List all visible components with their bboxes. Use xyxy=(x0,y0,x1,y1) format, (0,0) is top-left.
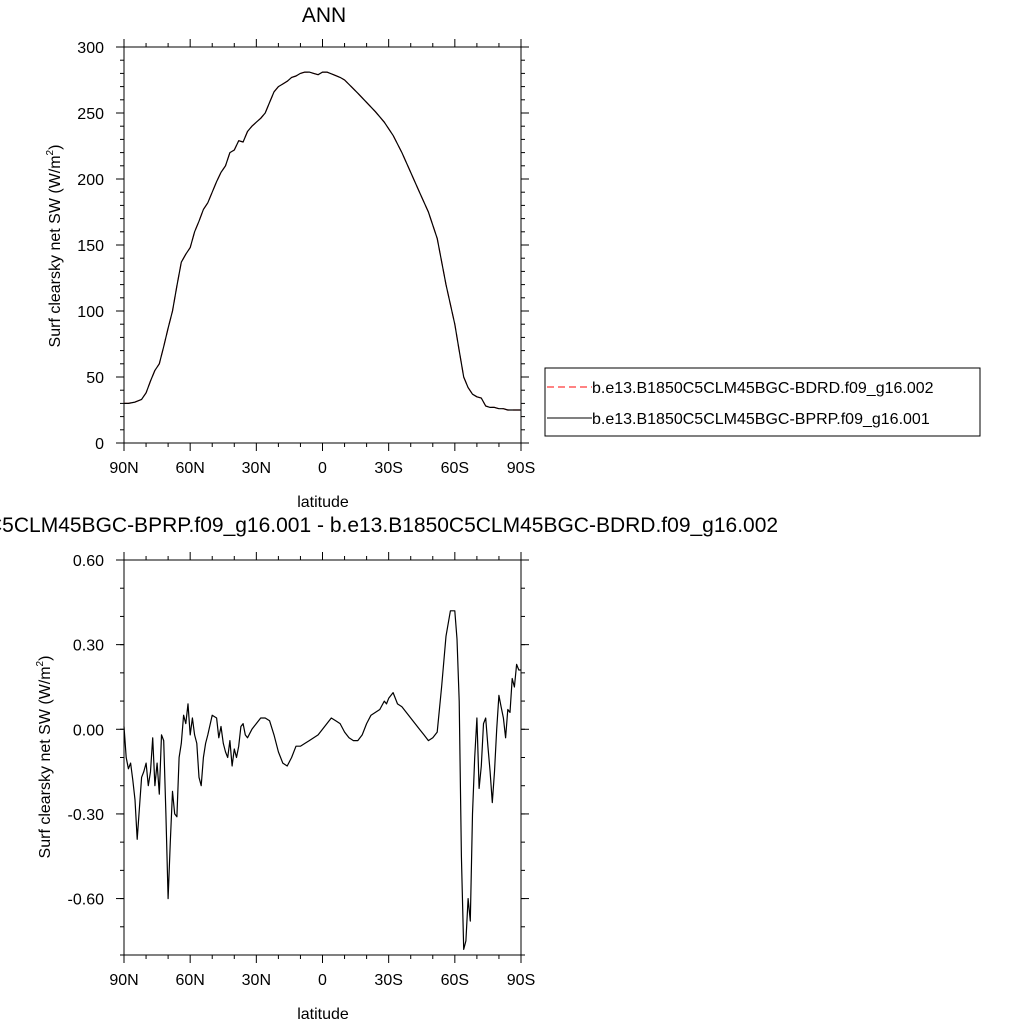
bottom-x-axis-label: latitude xyxy=(297,1006,349,1023)
top-y-tick-label: 50 xyxy=(86,370,104,387)
bottom-x-tick-label: 60N xyxy=(175,972,204,989)
legend-box xyxy=(544,367,981,437)
top-y-axis-label-main: Surf clearsky net SW (W/m xyxy=(47,155,64,347)
top-y-tick-label: 0 xyxy=(95,436,104,453)
bottom-y-tick-label: 0.60 xyxy=(73,553,104,570)
bottom-y-ticks: 0.60 0.30 0.00 -0.30 -0.60 xyxy=(68,553,529,956)
top-series-group xyxy=(124,71,521,411)
bottom-y-axis-label-superscript: 2 xyxy=(35,660,46,666)
bottom-y-tick-label: -0.60 xyxy=(68,892,105,909)
bottom-series-group xyxy=(123,610,521,951)
top-y-tick-label: 250 xyxy=(77,106,104,123)
top-x-tick-label: 30S xyxy=(374,460,402,477)
bottom-series-line-1 xyxy=(123,610,521,951)
top-x-tick-label: 90S xyxy=(507,460,535,477)
bottom-y-axis-label: Surf clearsky net SW (W/m2) xyxy=(35,656,54,859)
top-x-tick-label: 90N xyxy=(109,460,138,477)
top-y-axis-label: Surf clearsky net SW (W/m2) xyxy=(45,145,64,348)
top-series-line-1 xyxy=(124,71,521,411)
bottom-x-tick-label: 90S xyxy=(507,972,535,989)
top-x-tick-label: 60N xyxy=(175,460,204,477)
bottom-plot-frame xyxy=(123,559,522,956)
top-y-axis-label-close: ) xyxy=(47,145,64,150)
legend-label-bprp: b.e13.B1850C5CLM45BGC-BPRP.f09_g16.001 xyxy=(592,411,930,428)
bottom-x-tick-label: 60S xyxy=(441,972,469,989)
top-y-tick-label: 300 xyxy=(77,40,104,57)
bottom-x-tick-label: 90N xyxy=(109,972,138,989)
bottom-y-tick-label: -0.30 xyxy=(68,807,105,824)
top-plot-frame xyxy=(123,46,522,444)
bottom-chart-title: b.e13.B1850C5CLM45BGC-BPRP.f09_g16.001 -… xyxy=(0,514,778,537)
top-y-ticks: 0 50 100 150 200 250 300 xyxy=(77,40,529,453)
bottom-y-axis-label-close: ) xyxy=(37,656,54,661)
top-x-tick-label: 0 xyxy=(318,460,327,477)
top-series-line-2 xyxy=(124,71,521,411)
top-chart-title: ANN xyxy=(302,4,346,27)
top-y-tick-label: 100 xyxy=(77,304,104,321)
top-x-tick-label: 30N xyxy=(242,460,271,477)
bottom-y-tick-label: 0.30 xyxy=(73,638,104,655)
top-y-axis-label-superscript: 2 xyxy=(45,149,56,155)
bottom-x-ticks: 90N 60N 30N 0 30S 60S 90S xyxy=(109,552,535,989)
legend: b.e13.B1850C5CLM45BGC-BDRD.f09_g16.002 b… xyxy=(544,367,981,437)
top-x-axis-label: latitude xyxy=(297,494,349,511)
bottom-y-tick-label: 0.00 xyxy=(73,722,104,739)
bottom-x-tick-label: 30N xyxy=(242,972,271,989)
bottom-x-tick-label: 0 xyxy=(318,972,327,989)
top-x-tick-label: 60S xyxy=(441,460,469,477)
top-y-tick-label: 150 xyxy=(77,238,104,255)
bottom-panel: b.e13.B1850C5CLM45BGC-BPRP.f09_g16.001 -… xyxy=(0,514,778,1023)
bottom-y-axis-label-main: Surf clearsky net SW (W/m xyxy=(37,666,54,858)
legend-label-bdrd: b.e13.B1850C5CLM45BGC-BDRD.f09_g16.002 xyxy=(592,380,934,397)
top-x-ticks: 90N 60N 30N 0 30S 60S 90S xyxy=(109,39,535,477)
top-y-tick-label: 200 xyxy=(77,172,104,189)
bottom-x-tick-label: 30S xyxy=(374,972,402,989)
